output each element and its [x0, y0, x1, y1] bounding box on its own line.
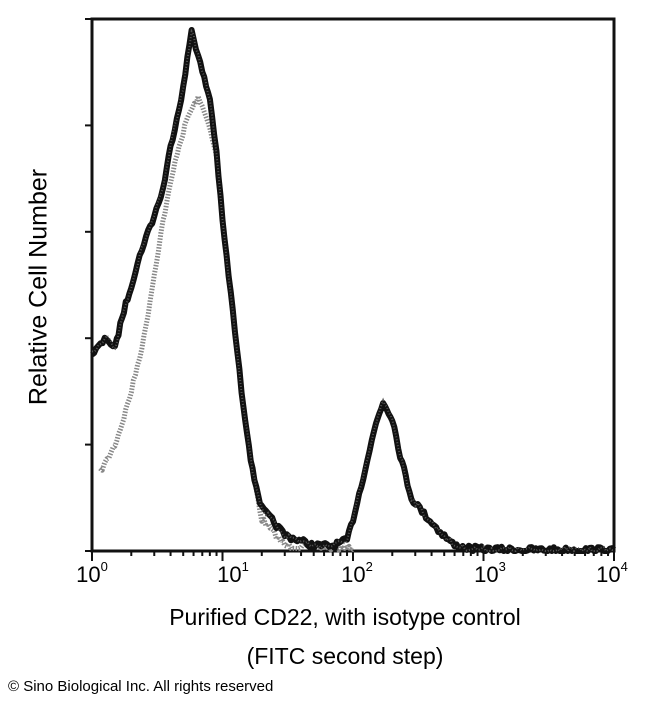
y-axis-label: Relative Cell Number — [24, 168, 53, 406]
x-tick-label: 100 — [76, 559, 108, 587]
x-tick-label: 101 — [217, 559, 249, 587]
copyright-notice: © Sino Biological Inc. All rights reserv… — [8, 678, 274, 695]
plot-frame — [90, 17, 616, 553]
series-isotype-control-line — [98, 93, 356, 554]
x-tick-label: 103 — [474, 559, 506, 587]
x-tick-label: 104 — [596, 559, 628, 587]
series-cd22-texture — [91, 28, 615, 554]
x-axis-label-line2: (FITC second step) — [246, 643, 444, 669]
series-cd22-line — [90, 27, 617, 554]
x-tick-label: 102 — [341, 559, 373, 587]
x-axis-label: Purified CD22, with isotype control — [169, 604, 521, 630]
